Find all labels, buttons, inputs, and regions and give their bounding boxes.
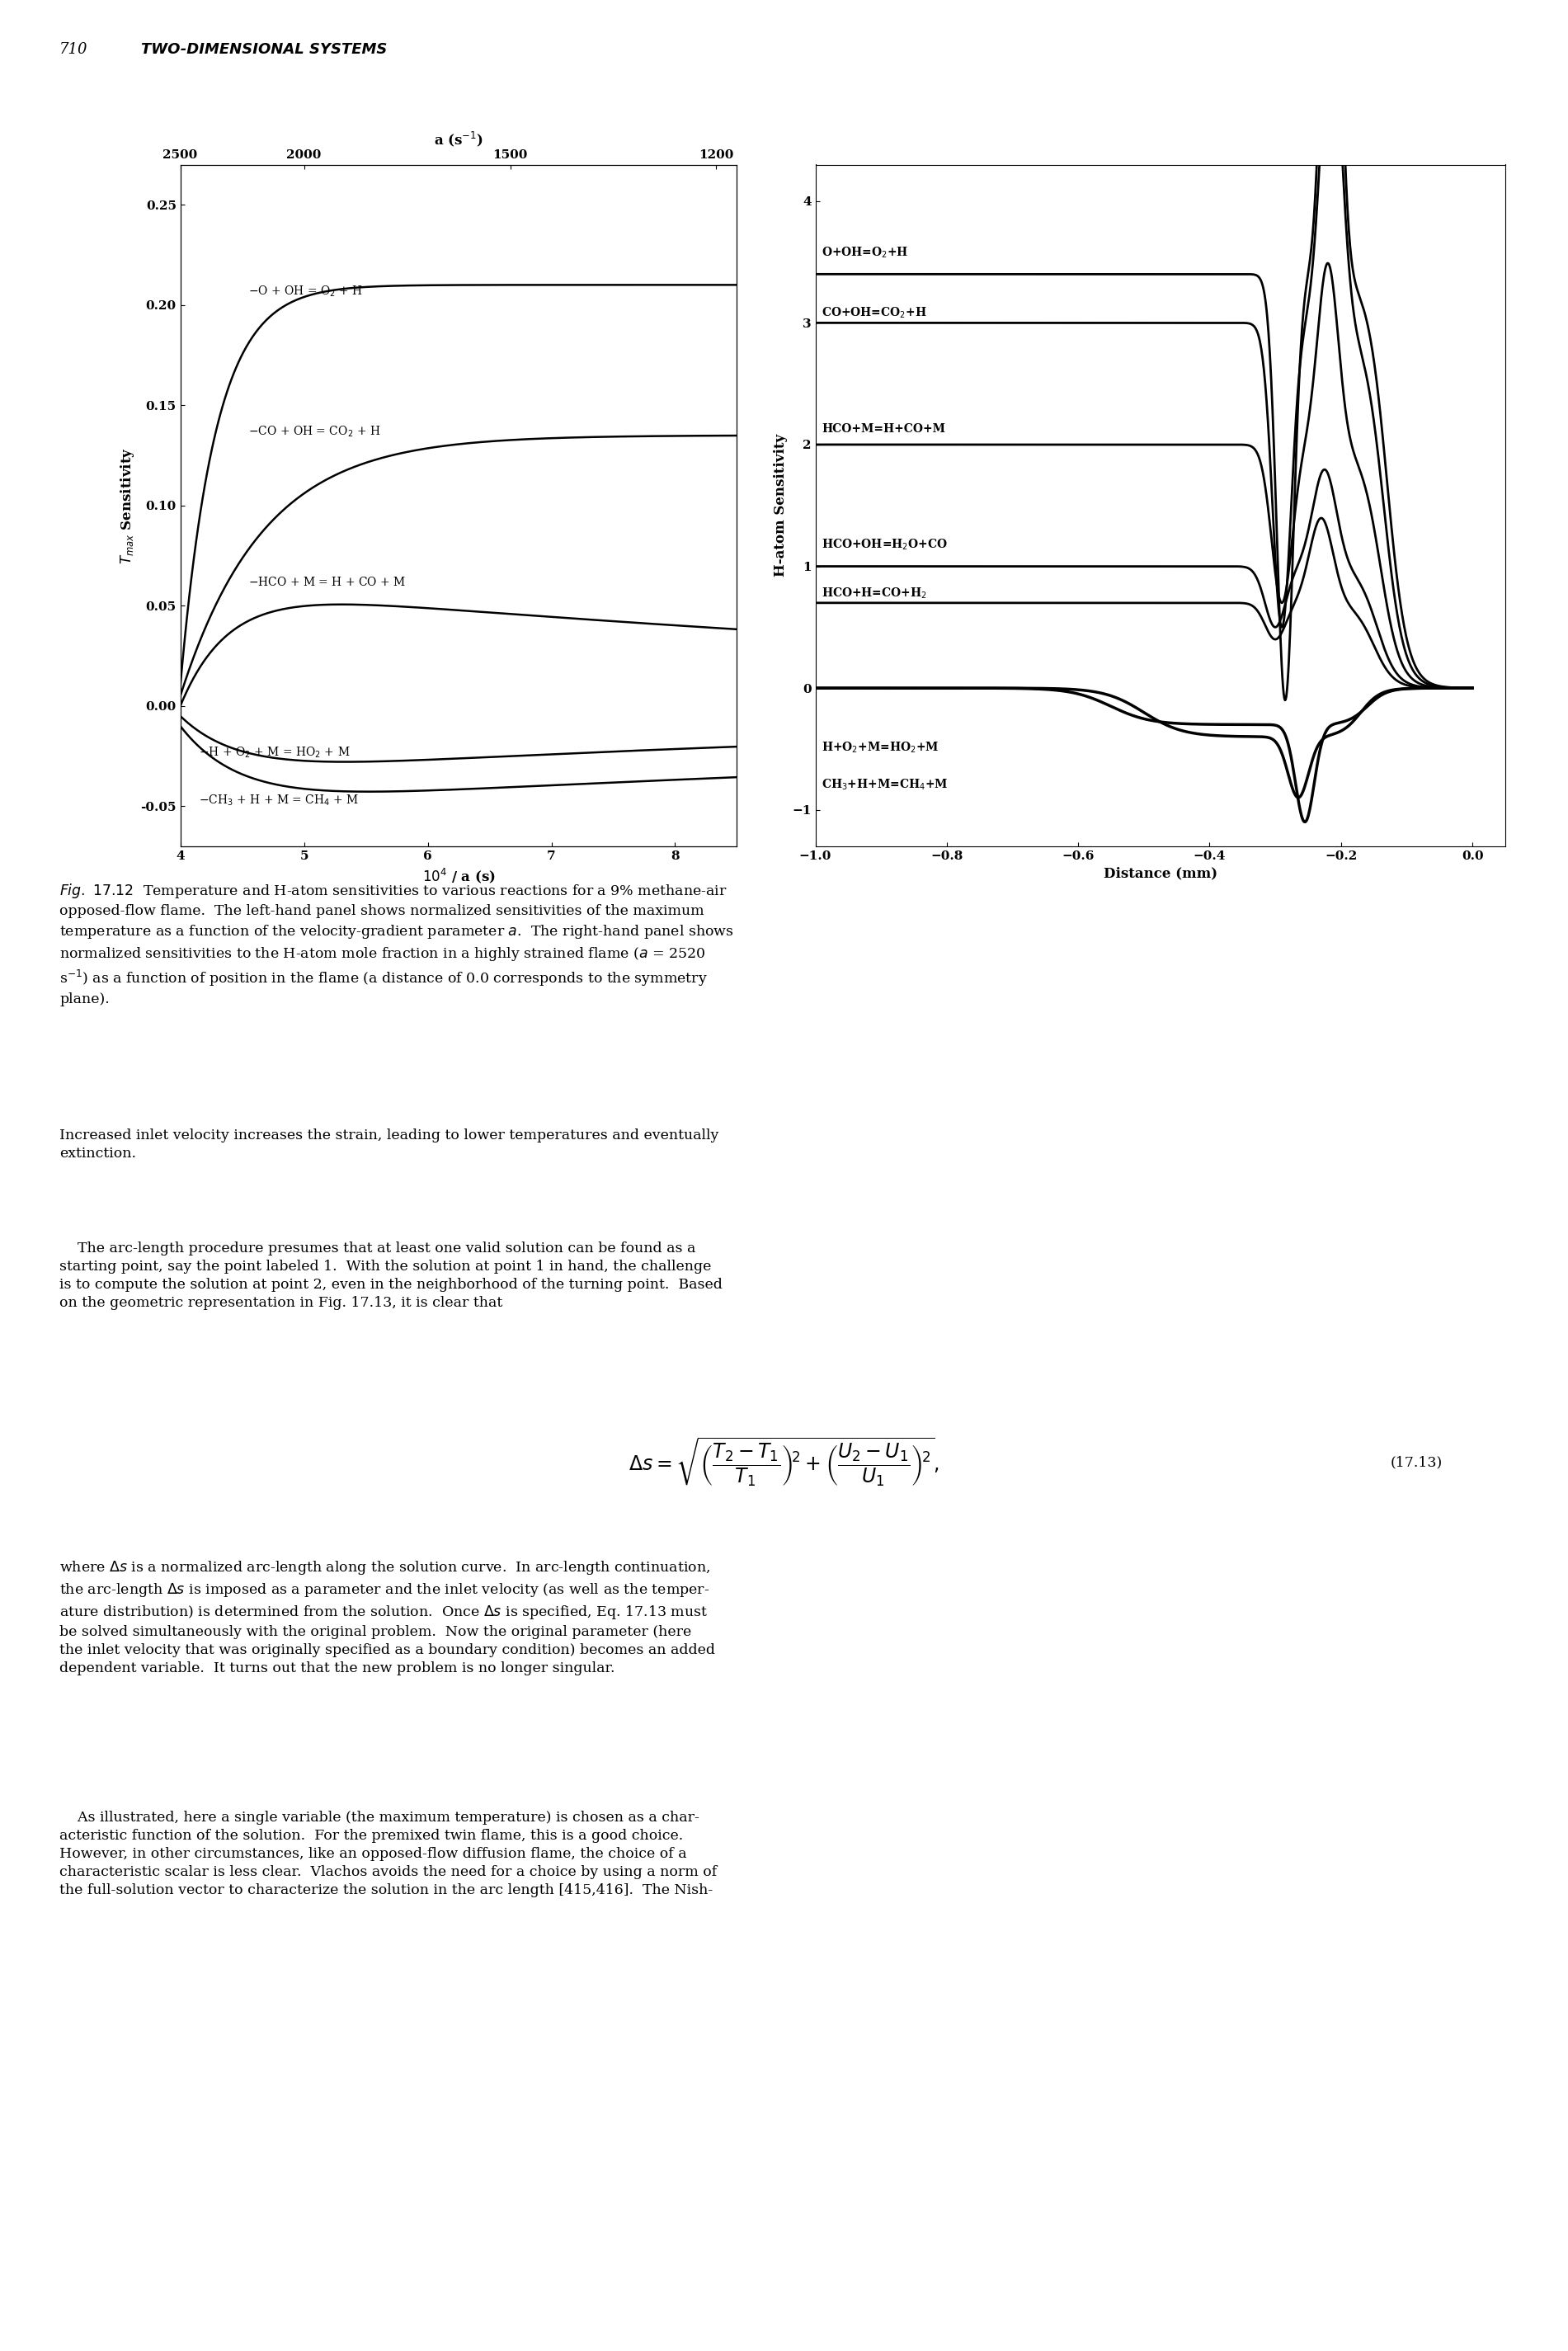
Text: $\it{Fig.}$ $\it{17.12}$  Temperature and H-atom sensitivities to various reacti: $\it{Fig.}$ $\it{17.12}$ Temperature and… [60, 882, 734, 1006]
Text: $-$H + O$_2$ + M = HO$_2$ + M: $-$H + O$_2$ + M = HO$_2$ + M [199, 745, 350, 759]
Text: As illustrated, here a single variable (the maximum temperature) is chosen as a : As illustrated, here a single variable (… [60, 1810, 717, 1897]
Text: $-$HCO + M = H + CO + M: $-$HCO + M = H + CO + M [248, 576, 406, 588]
Text: $\Delta s = \sqrt{\left(\dfrac{T_2 - T_1}{T_1}\right)^{\!2} + \left(\dfrac{U_2 -: $\Delta s = \sqrt{\left(\dfrac{T_2 - T_1… [629, 1436, 939, 1488]
Text: The arc-length procedure presumes that at least one valid solution can be found : The arc-length procedure presumes that a… [60, 1241, 723, 1310]
Text: $-$CH$_3$ + H + M = CH$_4$ + M: $-$CH$_3$ + H + M = CH$_4$ + M [199, 795, 359, 809]
Text: O+OH=O$_2$+H: O+OH=O$_2$+H [822, 245, 909, 259]
Text: CO+OH=CO$_2$+H: CO+OH=CO$_2$+H [822, 306, 927, 320]
Text: $-$CO + OH = CO$_2$ + H: $-$CO + OH = CO$_2$ + H [248, 426, 381, 440]
Text: TWO-DIMENSIONAL SYSTEMS: TWO-DIMENSIONAL SYSTEMS [141, 42, 387, 56]
Y-axis label: $T_{max}$ Sensitivity: $T_{max}$ Sensitivity [119, 447, 136, 564]
Text: H+O$_2$+M=HO$_2$+M: H+O$_2$+M=HO$_2$+M [822, 741, 939, 755]
Text: 710: 710 [60, 42, 88, 56]
Text: HCO+H=CO+H$_2$: HCO+H=CO+H$_2$ [822, 585, 927, 600]
Text: CH$_3$+H+M=CH$_4$+M: CH$_3$+H+M=CH$_4$+M [822, 778, 949, 792]
X-axis label: a (s$^{-1}$): a (s$^{-1}$) [434, 129, 483, 148]
X-axis label: $10^4$ / a (s): $10^4$ / a (s) [422, 868, 495, 884]
Text: HCO+M=H+CO+M: HCO+M=H+CO+M [822, 423, 946, 435]
X-axis label: Distance (mm): Distance (mm) [1104, 868, 1217, 882]
Text: where $\Delta s$ is a normalized arc-length along the solution curve.  In arc-le: where $\Delta s$ is a normalized arc-len… [60, 1559, 715, 1676]
Text: Increased inlet velocity increases the strain, leading to lower temperatures and: Increased inlet velocity increases the s… [60, 1128, 720, 1161]
Y-axis label: H-atom Sensitivity: H-atom Sensitivity [773, 435, 787, 576]
Text: (17.13): (17.13) [1391, 1455, 1443, 1469]
Text: HCO+OH=H$_2$O+CO: HCO+OH=H$_2$O+CO [822, 538, 949, 552]
Text: $-$O + OH = O$_2$ + H: $-$O + OH = O$_2$ + H [248, 284, 364, 299]
